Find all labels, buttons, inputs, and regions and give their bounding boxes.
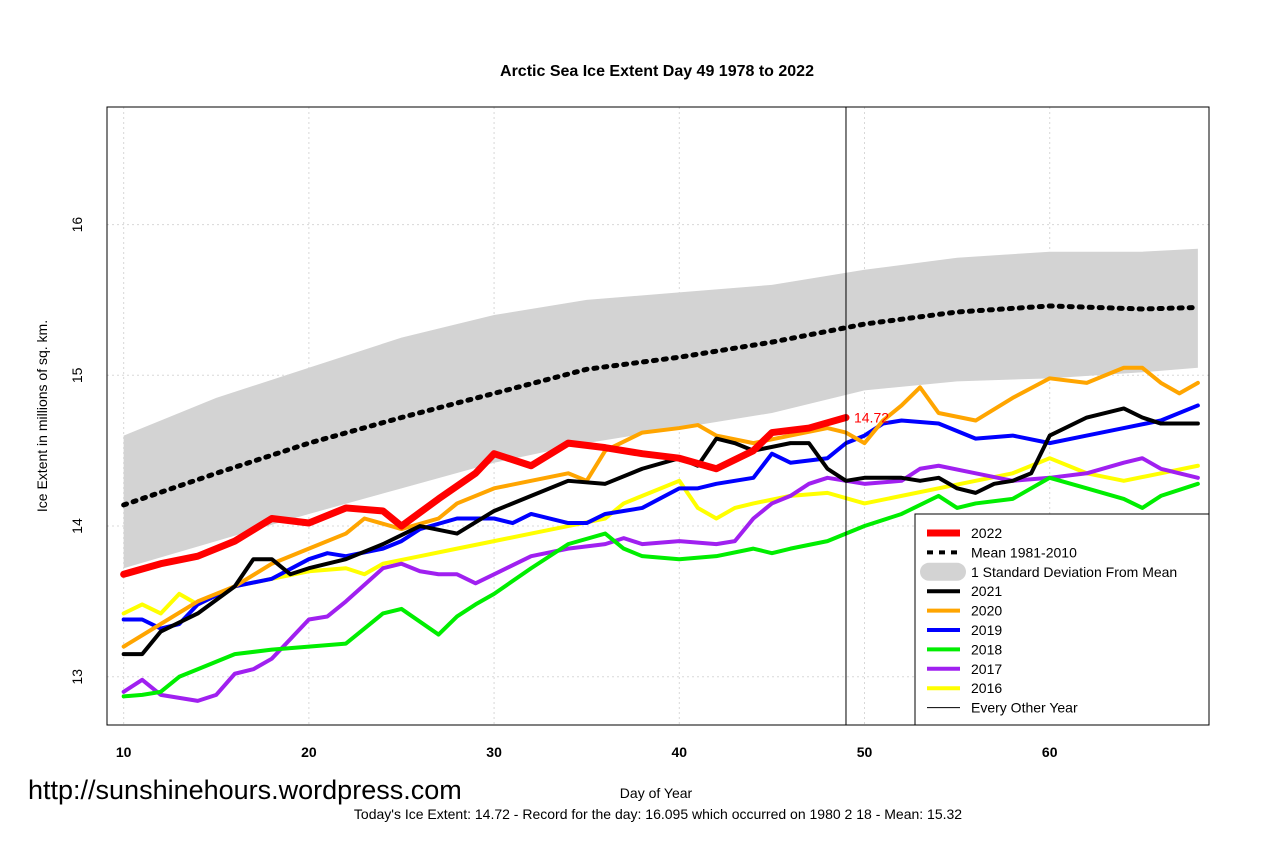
series-line-2020: [121, 365, 1200, 649]
plot-border: [106, 106, 1210, 726]
legend-label: 2021: [971, 583, 1002, 599]
legend-label: 2016: [971, 680, 1002, 696]
series-line-2017: [121, 456, 1200, 703]
series-line-2019: [121, 403, 1200, 631]
series-line-2022: [120, 414, 850, 578]
legend-label: 1 Standard Deviation From Mean: [971, 564, 1177, 580]
legend-label: 2020: [971, 603, 1002, 619]
today-value-label: 14.72: [854, 410, 889, 426]
legend-label: 2017: [971, 661, 1002, 677]
std-deviation-band: [123, 248, 1198, 569]
y-axis-label: Ice Extent in millions of sq. km.: [34, 320, 50, 512]
y-tick-label: 14: [69, 518, 85, 534]
mean-line: [121, 303, 1201, 508]
legend-label: Every Other Year: [971, 700, 1078, 716]
plot-area: 14.72: [106, 106, 1210, 726]
y-tick-label: 16: [69, 217, 85, 233]
legend: 2022 Mean 1981-2010 1 Standard Deviation F…: [914, 513, 1210, 726]
x-tick-label: 20: [301, 744, 317, 760]
series-line-2021: [121, 406, 1200, 657]
legend-label: Mean 1981-2010: [971, 544, 1077, 560]
legend-box: [914, 513, 1210, 726]
y-tick-label: 15: [69, 367, 85, 383]
series-line-2018: [121, 475, 1200, 699]
x-tick-label: 50: [857, 744, 873, 760]
x-tick-label: 60: [1042, 744, 1058, 760]
footnote-stats: Today's Ice Extent: 14.72 - Record for t…: [354, 806, 962, 822]
watermark-url: http://sunshinehours.wordpress.com: [28, 775, 462, 805]
legend-label: 2019: [971, 622, 1002, 638]
x-axis: 10 20 30 40 50 60: [116, 744, 1058, 760]
x-tick-label: 40: [672, 744, 688, 760]
y-tick-label: 13: [69, 669, 85, 685]
chart-title: Arctic Sea Ice Extent Day 49 1978 to 202…: [500, 63, 814, 80]
x-axis-label: Day of Year: [620, 785, 693, 801]
x-tick-label: 10: [116, 744, 132, 760]
legend-label: 2022: [971, 525, 1002, 541]
y-axis: 13 14 15 16: [69, 217, 85, 685]
x-tick-label: 30: [486, 744, 502, 760]
legend-label: 2018: [971, 641, 1002, 657]
legend-swatch: [920, 562, 966, 581]
